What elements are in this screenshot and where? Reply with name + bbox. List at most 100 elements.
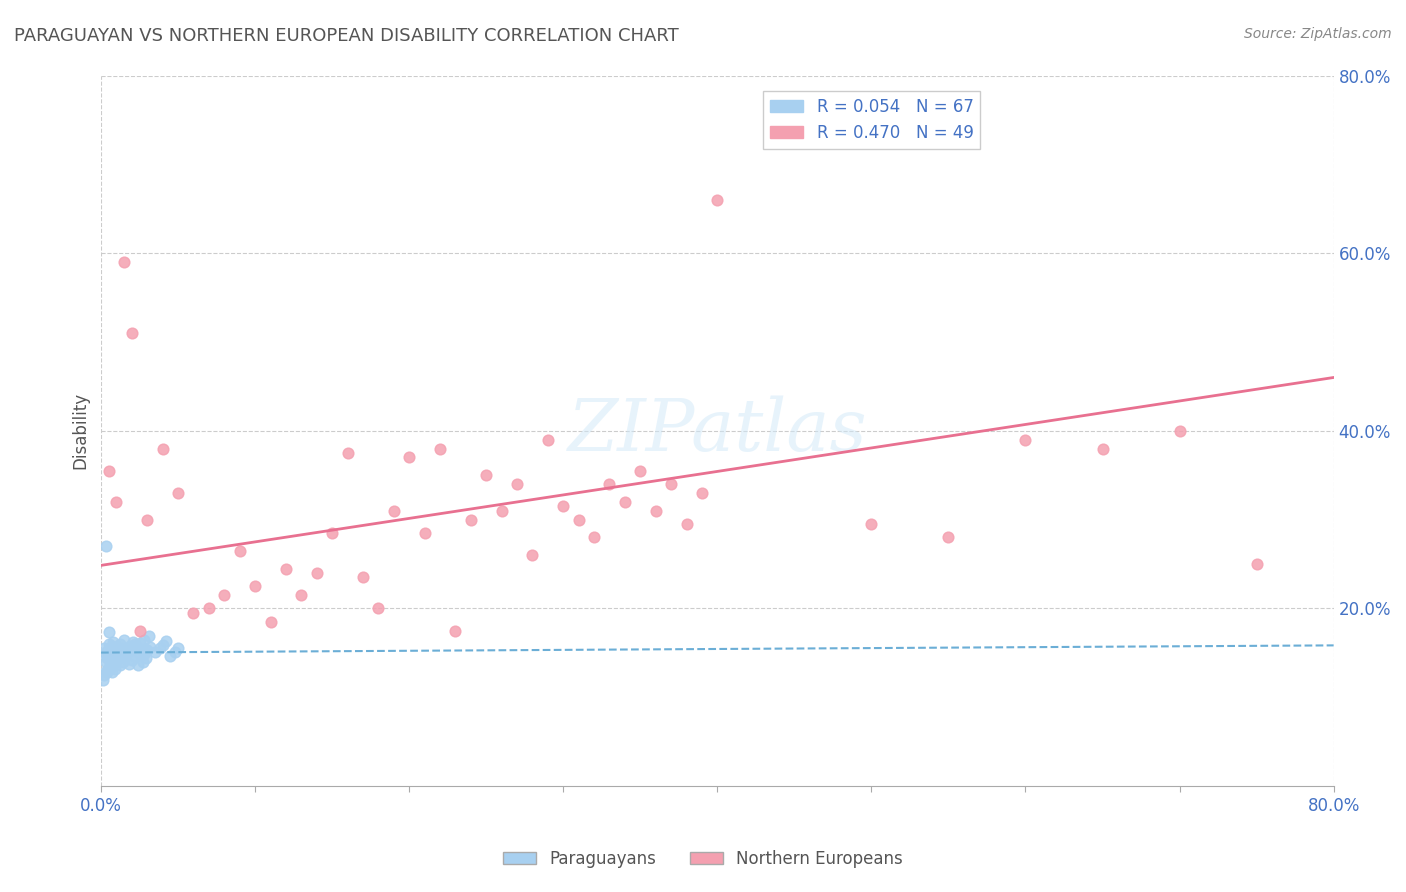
Point (108, 658, 131, 673)
Point (104, 653, 127, 667)
Point (94, 655, 117, 669)
Point (163, 645, 186, 659)
Point (131, 655, 153, 669)
Point (321, 526, 343, 541)
Point (152, 442, 174, 456)
Point (94, 648, 117, 662)
Point (155, 634, 177, 648)
Point (128, 624, 150, 638)
Point (122, 635, 145, 649)
Point (136, 513, 159, 527)
Point (111, 655, 134, 669)
Point (135, 651, 157, 665)
Point (690, 486, 713, 500)
Point (101, 639, 124, 653)
Point (583, 530, 606, 544)
Point (228, 543, 250, 558)
Point (553, 500, 575, 514)
Point (98, 661, 121, 675)
Point (105, 495, 128, 509)
Point (460, 513, 482, 527)
Point (97, 637, 120, 651)
Point (112, 633, 135, 648)
Point (128, 636, 150, 650)
Point (491, 504, 513, 518)
Point (124, 640, 146, 654)
Point (259, 615, 281, 629)
Point (93, 641, 115, 656)
Point (124, 649, 146, 664)
Point (352, 570, 374, 584)
Point (429, 442, 451, 456)
Point (94, 664, 117, 678)
Text: PARAGUAYAN VS NORTHERN EUROPEAN DISABILITY CORRELATION CHART: PARAGUAYAN VS NORTHERN EUROPEAN DISABILI… (14, 27, 679, 45)
Point (103, 657, 125, 672)
Point (568, 513, 591, 527)
Point (152, 638, 174, 652)
Point (114, 642, 136, 657)
Point (128, 642, 150, 657)
Point (149, 641, 172, 656)
Point (105, 640, 128, 655)
Point (537, 433, 560, 447)
Point (1014, 433, 1036, 447)
Point (198, 601, 221, 615)
Point (110, 646, 132, 660)
Point (124, 637, 146, 651)
Point (398, 450, 420, 465)
Point (475, 468, 498, 483)
Point (110, 650, 132, 665)
Point (143, 645, 166, 659)
Point (139, 640, 162, 654)
Legend: R = 0.054   N = 67, R = 0.470   N = 49: R = 0.054 N = 67, R = 0.470 N = 49 (763, 91, 980, 149)
Point (97, 464, 120, 478)
Point (305, 566, 328, 580)
Point (613, 495, 636, 509)
Point (506, 477, 529, 491)
Point (118, 644, 141, 658)
Point (120, 643, 142, 657)
Point (96, 651, 118, 665)
Point (105, 646, 128, 660)
Y-axis label: Disability: Disability (72, 392, 89, 469)
Point (860, 517, 883, 532)
Point (183, 606, 205, 620)
Point (108, 637, 131, 651)
Point (336, 446, 359, 460)
Point (938, 530, 960, 544)
Point (290, 588, 312, 602)
Point (121, 653, 143, 667)
Point (1091, 442, 1114, 456)
Point (127, 658, 149, 673)
Point (274, 561, 297, 575)
Point (167, 486, 190, 500)
Point (107, 649, 129, 664)
Point (108, 641, 131, 656)
Point (367, 601, 389, 615)
Point (413, 526, 436, 541)
Point (159, 648, 181, 663)
Point (94, 539, 117, 553)
Point (103, 644, 125, 658)
Point (103, 635, 125, 649)
Point (134, 632, 156, 647)
Point (243, 579, 266, 593)
Point (112, 648, 135, 662)
Point (96, 665, 118, 679)
Point (1246, 557, 1268, 571)
Point (120, 639, 142, 653)
Legend: Paraguayans, Northern Europeans: Paraguayans, Northern Europeans (496, 844, 910, 875)
Point (93, 668, 115, 682)
Point (114, 647, 136, 661)
Point (97, 660, 120, 674)
Point (138, 629, 160, 643)
Point (644, 504, 666, 518)
Point (628, 464, 651, 478)
Point (598, 477, 620, 491)
Point (1168, 424, 1191, 438)
Point (98, 648, 121, 662)
Point (121, 326, 143, 340)
Point (98, 650, 121, 665)
Point (522, 548, 544, 562)
Point (134, 642, 156, 657)
